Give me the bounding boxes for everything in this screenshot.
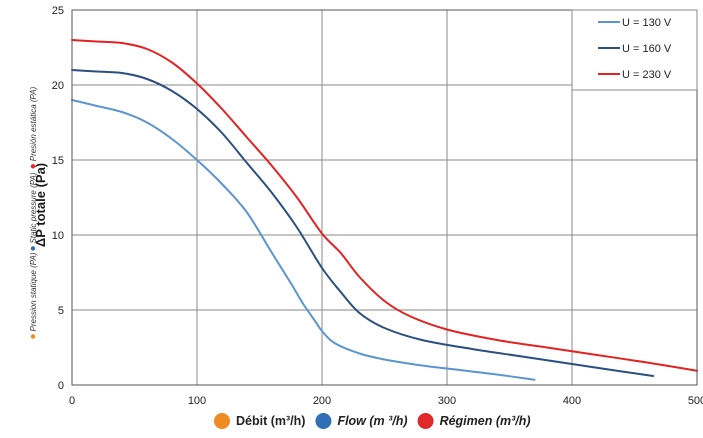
x-tick-label: 500 xyxy=(688,395,703,407)
y-axis-label: ΔP totale (Pa) xyxy=(33,163,48,247)
y-tick-label: 15 xyxy=(52,155,64,167)
plot-frame xyxy=(71,9,698,386)
y-sublabel-text: Static pressure (PA) xyxy=(29,172,38,243)
legend-item-label: U = 130 V xyxy=(622,17,672,29)
y-tick-label: 5 xyxy=(58,305,64,317)
x-label-dot xyxy=(214,413,230,429)
legend: U = 130 V U = 160 V U = 230 V xyxy=(571,9,698,91)
x-axis-label: Débit (m³/h) Flow (m ³/h) Régimen (m³/h) xyxy=(214,413,531,429)
y-tick-labels: 0 5 10 15 20 25 xyxy=(52,5,64,392)
x-tick-label: 200 xyxy=(313,395,331,407)
x-label-dot xyxy=(315,413,332,429)
x-label-text: Flow (m ³/h) xyxy=(337,414,407,428)
x-label-dot xyxy=(417,413,434,429)
y-sublabel-text: Pression statique (PA) xyxy=(29,252,38,331)
y-sublabel: Pression statique (PA) xyxy=(29,252,38,339)
legend-item-label: U = 230 V xyxy=(622,69,672,81)
x-label-text: Débit (m³/h) xyxy=(236,414,305,428)
y-tick-label: 20 xyxy=(52,80,64,92)
y-sublabel-dot xyxy=(30,246,36,251)
legend-box xyxy=(571,9,698,91)
y-tick-label: 10 xyxy=(52,230,64,242)
x-label-text: Régimen (m³/h) xyxy=(440,414,531,428)
series-line-2 xyxy=(71,69,655,377)
series-lines xyxy=(71,39,698,381)
y-sublabel: Presión estática (PA) xyxy=(29,86,38,169)
x-tick-label: 0 xyxy=(69,395,75,407)
y-sublabel: Static pressure (PA) xyxy=(29,172,38,251)
y-sublabel-dot xyxy=(30,164,36,169)
y-sublabel-dot xyxy=(30,334,36,339)
x-tick-label: 400 xyxy=(563,395,581,407)
legend-item-label: U = 160 V xyxy=(622,43,672,55)
y-tick-label: 0 xyxy=(58,380,64,392)
y-sublabel-text: Presión estática (PA) xyxy=(29,86,38,161)
y-axis-sublabels: Pression statique (PA) Static pressure (P… xyxy=(29,86,38,339)
x-tick-labels: 0 100 200 300 400 500 xyxy=(69,395,703,407)
x-tick-label: 300 xyxy=(438,395,456,407)
series-line-3 xyxy=(71,39,698,372)
series-line-1 xyxy=(71,99,536,381)
y-tick-label: 25 xyxy=(52,5,64,17)
x-tick-label: 100 xyxy=(188,395,206,407)
